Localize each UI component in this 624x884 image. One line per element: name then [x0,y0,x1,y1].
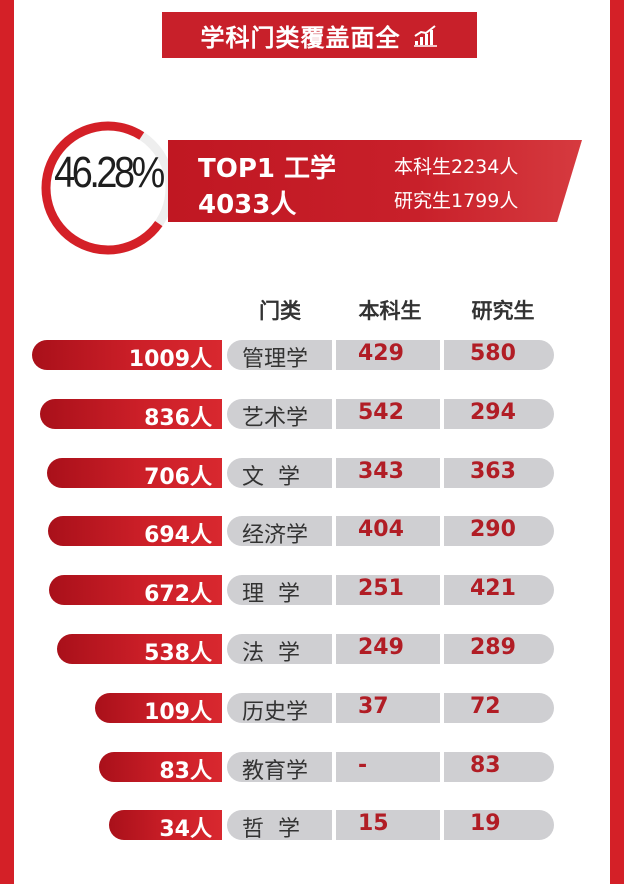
page-title: 学科门类覆盖面全 [200,23,401,52]
postgrad-value: 363 [470,458,516,484]
postgrad-cell [444,692,554,723]
total-label: 109人 [144,699,212,725]
category-cell [227,751,332,782]
total-label: 694人 [144,523,212,549]
undergrad-cell [336,516,440,547]
undergrad-cell [336,575,440,606]
category-label: 法 学 [242,641,300,666]
bar-chart-icon [413,23,439,47]
total-bar: 672人 [49,575,222,608]
top1-percent: 46.28% [54,148,165,197]
postgrad-value: 294 [470,399,516,425]
table-row: 836人 艺术学 542 294 [0,398,624,431]
category-cell [227,340,332,370]
postgrad-cell [444,516,554,547]
right-frame-border [610,0,624,884]
undergrad-value: 404 [358,517,404,543]
table-row: 109人 历史学 37 72 [0,692,624,725]
total-label: 706人 [144,464,212,490]
table-row: 694人 经济学 404 290 [0,516,624,549]
postgrad-value: 290 [470,517,516,543]
postgrad-cell [444,810,554,841]
undergrad-cell [336,340,440,370]
postgrad-value: 421 [470,576,516,602]
category-label: 经济学 [242,523,309,549]
header-postgrad: 研究生 [471,299,535,323]
total-label: 538人 [144,641,212,666]
category-cell [227,398,332,429]
category-cell [227,810,332,841]
undergrad-value: 542 [358,399,404,425]
percent-ring-arc [41,121,163,255]
total-bar: 34人 [108,810,222,843]
category-cell [227,634,332,664]
header-undergrad: 本科生 [358,299,422,323]
total-bar: 109人 [95,692,222,725]
table-row: 1009人 管理学 429 580 [0,340,624,372]
undergrad-cell [336,398,440,429]
postgrad-value: 72 [470,693,501,719]
undergrad-value: 249 [358,635,404,660]
category-label: 历史学 [242,699,309,725]
table-row: 706人 文 学 343 363 [0,457,624,490]
undergrad-value: 37 [358,693,389,719]
total-label: 1009人 [128,347,212,372]
total-label: 672人 [144,582,212,608]
category-cell [227,692,332,723]
table-row: 83人 教育学 - 83 [0,751,624,784]
postgrad-cell [444,457,554,488]
total-bar: 83人 [99,751,222,784]
category-label: 管理学 [242,347,309,372]
postgrad-value: 19 [470,811,501,837]
table-row: 34人 哲 学 15 19 [0,810,624,843]
undergrad-cell [336,634,440,664]
header-category: 门类 [259,299,301,323]
top1-total: 4033人 [198,190,297,220]
top1-band: TOP1 工学 4033人 本科生2234人 研究生1799人 [168,140,582,222]
category-cell [227,575,332,606]
category-label: 教育学 [242,758,309,784]
total-label: 836人 [144,405,212,431]
table-row: 538人 法 学 249 289 [0,634,624,666]
postgrad-value: 580 [470,341,516,366]
undergrad-value: 251 [358,576,404,602]
undergrad-value: - [358,752,368,778]
total-label: 34人 [159,817,212,843]
total-bar: 836人 [40,398,222,431]
category-label: 哲 学 [242,817,300,843]
postgrad-cell [444,575,554,606]
top1-undergrad: 本科生2234人 [394,156,519,178]
undergrad-cell [336,457,440,488]
category-label: 理 学 [242,582,300,608]
total-bar: 706人 [47,457,222,490]
undergrad-cell [336,751,440,782]
postgrad-cell [444,634,554,664]
category-cell [227,457,332,488]
total-bar: 694人 [48,516,222,549]
total-bar: 1009人 [32,340,222,372]
undergrad-cell [336,692,440,723]
undergrad-value: 15 [358,811,389,837]
category-label: 文 学 [242,464,300,490]
top1-postgrad: 研究生1799人 [394,190,519,212]
total-bar: 538人 [57,634,222,666]
top1-label: TOP1 工学 [198,154,337,184]
category-label: 艺术学 [242,405,309,431]
category-cell [227,516,332,547]
undergrad-value: 343 [358,458,404,484]
undergrad-value: 429 [358,341,404,366]
left-frame-border [0,0,14,884]
title-banner: 学科门类覆盖面全 [162,12,477,58]
postgrad-cell [444,751,554,782]
total-label: 83人 [159,758,212,784]
postgrad-cell [444,398,554,429]
postgrad-value: 83 [470,752,501,778]
postgrad-value: 289 [470,635,516,660]
undergrad-cell [336,810,440,841]
table-row: 672人 理 学 251 421 [0,575,624,608]
postgrad-cell [444,340,554,370]
